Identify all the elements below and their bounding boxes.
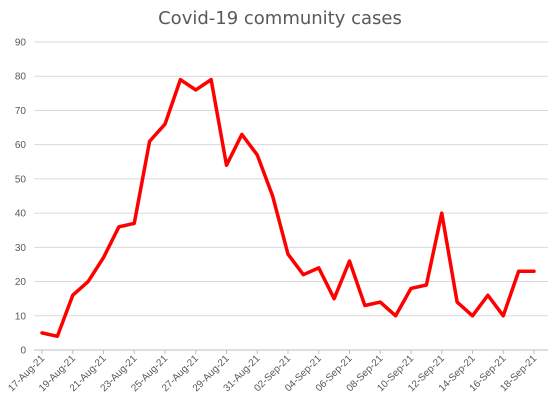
data-point bbox=[502, 314, 505, 317]
data-point bbox=[425, 283, 428, 287]
data-point bbox=[317, 266, 320, 270]
data-point bbox=[486, 294, 490, 297]
data-point bbox=[209, 78, 213, 81]
data-point bbox=[133, 222, 136, 225]
y-tick-label: 40 bbox=[15, 209, 27, 220]
data-point bbox=[56, 335, 59, 338]
chart-title: Covid-19 community cases bbox=[158, 8, 402, 29]
y-tick-label: 10 bbox=[15, 311, 27, 322]
data-point bbox=[332, 297, 336, 300]
data-point bbox=[71, 294, 74, 297]
data-point bbox=[286, 252, 290, 256]
data-point bbox=[163, 122, 167, 126]
data-point bbox=[102, 256, 105, 259]
data-point bbox=[532, 270, 536, 273]
data-point bbox=[240, 133, 244, 136]
data-point bbox=[194, 88, 197, 92]
y-tick-label: 80 bbox=[15, 72, 27, 83]
series-line bbox=[40, 77, 536, 339]
data-point bbox=[455, 300, 459, 304]
data-point bbox=[117, 225, 121, 228]
y-tick-label: 50 bbox=[15, 174, 27, 185]
data-point bbox=[256, 153, 259, 157]
gridlines bbox=[34, 41, 548, 351]
data-point bbox=[394, 314, 397, 317]
data-point bbox=[271, 194, 274, 198]
data-point bbox=[148, 140, 151, 143]
data-point bbox=[471, 314, 474, 317]
series-layer bbox=[40, 77, 536, 339]
data-point bbox=[86, 280, 90, 283]
data-point bbox=[179, 78, 182, 81]
data-point bbox=[40, 331, 44, 335]
y-tick-label: 60 bbox=[15, 140, 27, 151]
data-point bbox=[225, 164, 228, 167]
data-point bbox=[363, 304, 367, 307]
x-axis: 17-Aug-2119-Aug-2121-Aug-2123-Aug-2125-A… bbox=[6, 350, 539, 394]
data-point bbox=[379, 300, 382, 304]
y-tick-label: 0 bbox=[20, 346, 26, 357]
y-tick-label: 20 bbox=[15, 277, 27, 288]
y-tick-label: 90 bbox=[15, 38, 27, 49]
data-point bbox=[409, 287, 413, 290]
y-axis: 0 10 20 30 40 50 60 70 80 90 bbox=[15, 38, 27, 357]
data-point bbox=[440, 211, 443, 215]
data-point bbox=[302, 273, 305, 276]
data-point bbox=[348, 259, 351, 263]
y-tick-label: 30 bbox=[15, 243, 27, 254]
data-point bbox=[517, 270, 520, 273]
y-tick-label: 70 bbox=[15, 106, 27, 117]
